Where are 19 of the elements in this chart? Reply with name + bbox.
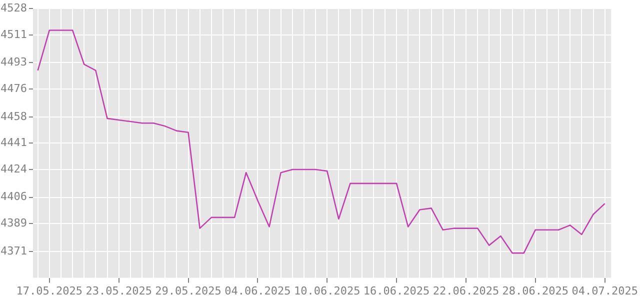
y-tick-label: 4424 [0,162,28,176]
x-tick-label: 22.06.2025 [432,284,500,298]
y-tick-label: 4476 [0,82,27,95]
x-tick-label: 16.06.2025 [363,284,430,298]
y-tick-label: 4511 [0,28,27,41]
y-tick-label: 4528 [0,1,27,14]
y-tick-label: 4458 [0,110,27,123]
x-tick-label: 28.06.2025 [502,284,569,298]
x-tick-label: 23.05.2025 [86,284,152,298]
y-tick-label: 4389 [0,216,27,230]
x-tick-label: 29.05.2025 [155,284,222,298]
x-tick-label: 10.06.2025 [294,284,360,298]
y-tick-label: 4406 [0,190,27,204]
y-tick-label: 4493 [0,56,27,69]
y-tick-label: 4371 [0,244,27,258]
x-tick-label: 17.05.2025 [16,284,83,298]
y-tick-label: 4441 [0,136,27,150]
x-tick-label: 04.07.2025 [572,284,638,298]
x-tick-label: 04.06.2025 [224,284,291,298]
